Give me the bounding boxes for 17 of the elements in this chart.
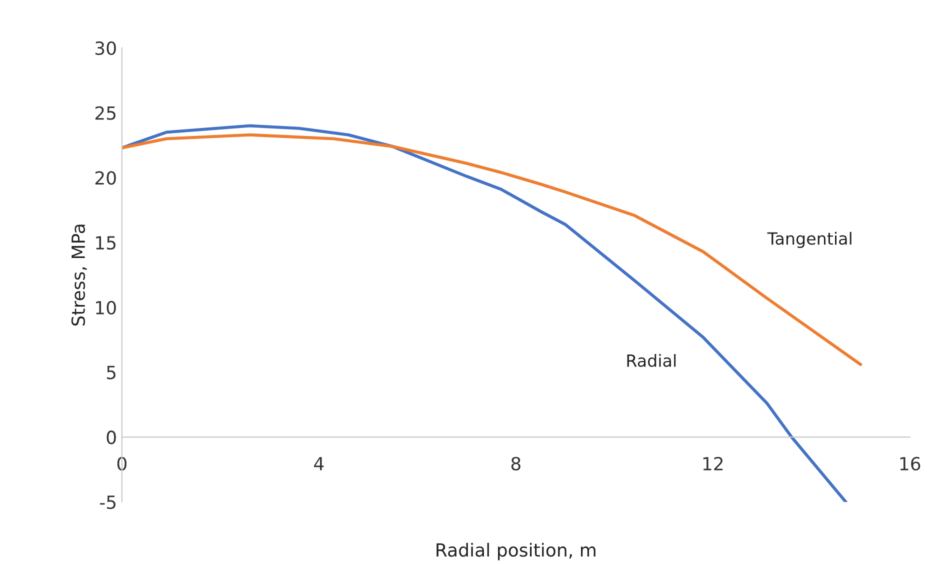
y-tick-label: 0	[106, 430, 116, 444]
x-tick-label: 8	[511, 456, 520, 471]
y-tick-label: 10	[96, 300, 116, 314]
series-label: Radial	[627, 354, 676, 367]
y-tick-label: -5	[100, 496, 116, 510]
y-tick-label: 5	[106, 366, 116, 380]
x-axis-title: Radial position, m	[436, 542, 596, 560]
y-tick-label: 25	[95, 106, 116, 120]
x-tick-label: 16	[900, 456, 920, 471]
y-tick-label: 30	[95, 41, 116, 56]
y-tick-label: 15	[96, 236, 116, 250]
text: Tangential	[767, 232, 852, 248]
line-series	[122, 133, 862, 366]
y-axis-title: Stress, MPa	[71, 224, 87, 326]
x-tick-label: 4	[314, 457, 324, 470]
y-tick-label: 20	[95, 171, 116, 185]
x-tick-label: 12	[703, 456, 723, 470]
